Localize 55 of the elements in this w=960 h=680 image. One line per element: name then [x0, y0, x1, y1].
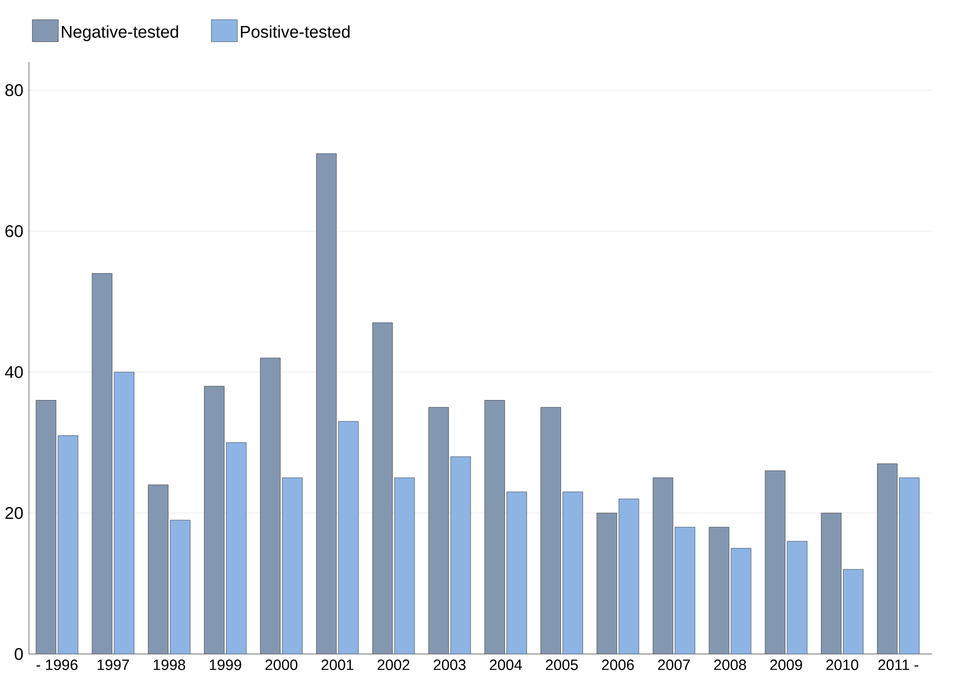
bar: [170, 520, 190, 654]
bar: [596, 512, 618, 654]
bar: [506, 492, 527, 654]
x-tick-label: 2011 -: [878, 659, 918, 670]
bar: [92, 273, 112, 654]
bar: [316, 153, 337, 654]
x-tick-label: 2007: [658, 659, 690, 670]
bar: [450, 456, 471, 654]
bar: [730, 548, 752, 654]
bar: [148, 484, 168, 654]
y-tick-label: 40: [5, 366, 23, 378]
x-tick-label: - 1996: [36, 659, 78, 670]
bar: [372, 322, 393, 654]
x-tick-label: 2008: [714, 659, 746, 670]
x-tick-label: 2006: [602, 659, 634, 670]
bar: [843, 569, 864, 654]
x-tick-label: 2000: [265, 659, 298, 670]
x-tick-label: 2004: [490, 659, 522, 670]
bar: [877, 464, 898, 654]
x-tick-label: 1999: [210, 659, 242, 670]
y-tick-label: 0: [14, 648, 23, 660]
bar: [652, 478, 674, 654]
bar: [260, 358, 281, 654]
bar: [226, 442, 246, 654]
x-tick-label: 2003: [434, 659, 466, 670]
bar: [562, 492, 583, 654]
bar: [114, 372, 134, 654]
bar: [674, 526, 696, 654]
bar: [484, 400, 505, 654]
bar: [338, 421, 359, 654]
x-tick-label: 1997: [98, 659, 129, 670]
y-tick-label: 60: [5, 225, 23, 238]
x-tick-label: 2002: [378, 659, 410, 670]
bar: [708, 526, 730, 654]
x-tick-label: 2005: [546, 659, 578, 670]
bar: [786, 541, 808, 654]
bar: [36, 400, 56, 654]
bar: [428, 407, 449, 654]
legend-label: Negative-tested: [62, 25, 178, 42]
x-tick-label: 1998: [154, 659, 186, 670]
bar: [618, 498, 640, 654]
bar: [58, 435, 78, 654]
bar: [764, 470, 786, 654]
x-tick-label: 2010: [826, 659, 858, 670]
x-tick-label: 2009: [770, 659, 802, 670]
bar: [394, 478, 415, 654]
bar: [540, 407, 561, 654]
y-tick-label: 80: [5, 84, 23, 96]
x-tick-label: 2001: [322, 659, 354, 670]
bar: [899, 478, 920, 654]
bar: [821, 512, 842, 654]
bar: [282, 478, 303, 654]
legend-label: Positive-tested: [240, 25, 350, 38]
y-tick-label: 20: [5, 507, 23, 520]
bar: [204, 386, 224, 654]
